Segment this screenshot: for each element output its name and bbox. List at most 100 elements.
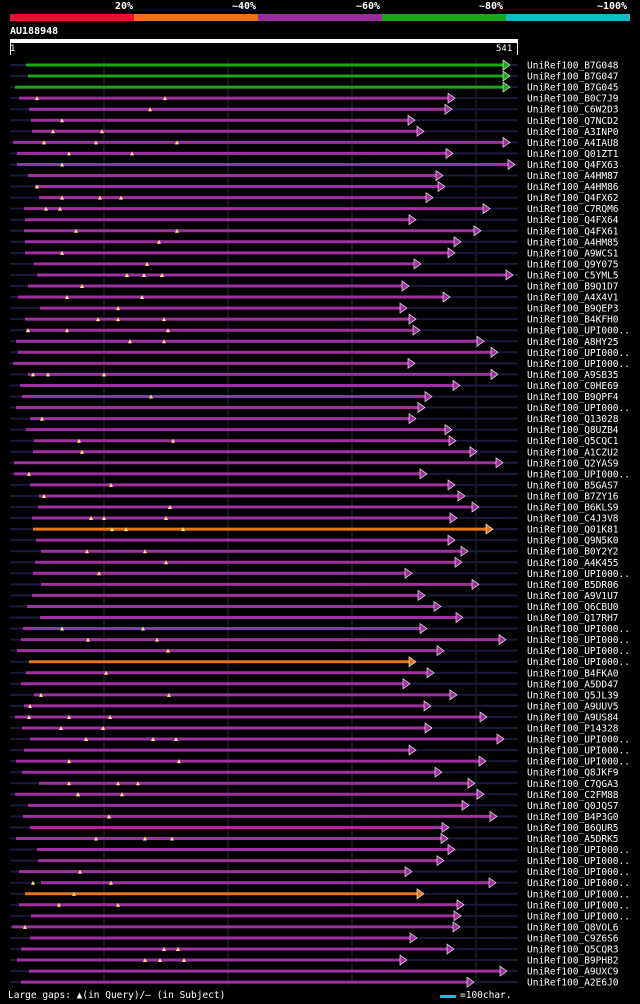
hit-row[interactable]: UniRef100_B0C7J9	[10, 92, 619, 105]
hit-row[interactable]: UniRef100_Q4FX62	[10, 192, 619, 205]
hit-name[interactable]: UniRef100_A4HM86	[527, 182, 619, 193]
hit-row[interactable]: UniRef100_A9WCS1	[10, 247, 619, 260]
hit-name[interactable]: UniRef100_UPI000..	[527, 469, 630, 480]
hit-row[interactable]: UniRef100_Q5CQC1	[10, 435, 619, 448]
hit-name[interactable]: UniRef100_UPI000..	[527, 878, 630, 889]
hit-row[interactable]: UniRef100_Q2YAS9	[10, 457, 619, 470]
hit-row[interactable]: UniRef100_A9UUV5	[10, 700, 619, 713]
hit-name[interactable]: UniRef100_Q0JQS7	[527, 801, 619, 812]
hit-row[interactable]: UniRef100_UPI000..	[10, 656, 630, 669]
hit-name[interactable]: UniRef100_A9UUV5	[527, 701, 619, 712]
hit-name[interactable]: UniRef100_C4J3V8	[527, 514, 619, 525]
hit-name[interactable]: UniRef100_A4IAU8	[527, 138, 619, 149]
hit-row[interactable]: UniRef100_A4HM86	[10, 180, 619, 194]
hit-name[interactable]: UniRef100_Q01K81	[527, 525, 619, 536]
hit-name[interactable]: UniRef100_UPI000..	[527, 646, 630, 657]
hit-name[interactable]: UniRef100_A2E6J0	[527, 978, 619, 989]
hit-row[interactable]: UniRef100_Q4FX63	[10, 158, 619, 171]
hit-row[interactable]: UniRef100_A8HY25	[10, 335, 619, 348]
hit-row[interactable]: UniRef100_B4FKA0	[10, 667, 619, 680]
hit-row[interactable]: UniRef100_C0HE69	[10, 379, 619, 392]
hit-name[interactable]: UniRef100_B7ZY16	[527, 491, 619, 502]
hit-row[interactable]: UniRef100_UPI000..	[10, 346, 630, 359]
hit-row[interactable]: UniRef100_B6KLS9	[10, 501, 619, 514]
hit-row[interactable]: UniRef100_Q01ZT1	[10, 147, 619, 160]
hit-name[interactable]: UniRef100_C7QGA3	[527, 779, 619, 790]
hit-row[interactable]: UniRef100_A4HM87	[10, 169, 619, 183]
hit-name[interactable]: UniRef100_B0Y2Y2	[527, 547, 619, 558]
hit-name[interactable]: UniRef100_B6QUR5	[527, 823, 619, 834]
hit-name[interactable]: UniRef100_UPI000..	[527, 635, 630, 646]
hit-name[interactable]: UniRef100_Q9Y075	[527, 259, 619, 270]
hit-name[interactable]: UniRef100_Q17RH7	[527, 613, 619, 624]
hit-name[interactable]: UniRef100_Q6CBU0	[527, 602, 619, 613]
hit-row[interactable]: UniRef100_Q4FX61	[10, 225, 619, 238]
hit-row[interactable]: UniRef100_B7ZY16	[10, 490, 619, 503]
hit-row[interactable]: UniRef100_UPI000..	[10, 357, 630, 370]
hit-name[interactable]: UniRef100_B9QPF4	[527, 392, 619, 403]
hit-name[interactable]: UniRef100_A9WCS1	[527, 248, 619, 259]
hit-name[interactable]: UniRef100_A9SB35	[527, 370, 619, 381]
hit-name[interactable]: UniRef100_A3INP0	[527, 127, 619, 138]
hit-name[interactable]: UniRef100_A5DD47	[527, 679, 619, 690]
hit-row[interactable]: UniRef100_Q8UZB4	[10, 424, 619, 437]
hit-name[interactable]: UniRef100_C0HE69	[527, 381, 619, 392]
hit-row[interactable]: UniRef100_B0Y2Y2	[10, 545, 619, 558]
hit-row[interactable]: UniRef100_UPI000..	[10, 888, 630, 901]
hit-row[interactable]: UniRef100_Q17RH7	[10, 611, 619, 625]
hit-name[interactable]: UniRef100_Q4FX61	[527, 226, 619, 237]
hit-row[interactable]: UniRef100_Q7NCD2	[10, 114, 619, 127]
hit-row[interactable]: UniRef100_A1CZU2	[10, 446, 619, 459]
hit-row[interactable]: UniRef100_B5DR06	[10, 578, 619, 591]
hit-name[interactable]: UniRef100_UPI000..	[527, 856, 630, 867]
hit-row[interactable]: UniRef100_Q01K81	[10, 523, 619, 536]
hit-name[interactable]: UniRef100_UPI000..	[527, 889, 630, 900]
hit-row[interactable]: UniRef100_Q9Y075	[10, 258, 619, 271]
hit-name[interactable]: UniRef100_B4KFH0	[527, 315, 619, 326]
hit-name[interactable]: UniRef100_Q4FX63	[527, 160, 619, 171]
hit-name[interactable]: UniRef100_A9V1U7	[527, 591, 619, 602]
hit-row[interactable]: UniRef100_A2E6J0	[10, 976, 619, 989]
hit-name[interactable]: UniRef100_UPI000..	[527, 900, 630, 911]
hit-name[interactable]: UniRef100_UPI000..	[527, 845, 630, 856]
hit-row[interactable]: UniRef100_C5YML5	[10, 269, 619, 282]
hit-row[interactable]: UniRef100_A5DRK5	[10, 832, 619, 846]
hit-row[interactable]: UniRef100_Q13028	[10, 413, 619, 426]
hit-name[interactable]: UniRef100_A9UXC9	[527, 967, 619, 978]
hit-name[interactable]: UniRef100_UPI000..	[527, 569, 630, 580]
hit-row[interactable]: UniRef100_A9SB35	[10, 368, 619, 381]
hit-row[interactable]: UniRef100_UPI000..	[10, 899, 630, 912]
hit-name[interactable]: UniRef100_Q5CQR3	[527, 945, 619, 956]
hit-name[interactable]: UniRef100_UPI000..	[527, 326, 630, 337]
hit-name[interactable]: UniRef100_A4HM87	[527, 171, 619, 182]
hit-name[interactable]: UniRef100_Q5CQC1	[527, 436, 619, 447]
hit-row[interactable]: UniRef100_UPI000..	[10, 744, 630, 757]
hit-row[interactable]: UniRef100_A5DD47	[10, 678, 619, 691]
hit-name[interactable]: UniRef100_Q9N5K0	[527, 536, 619, 547]
hit-name[interactable]: UniRef100_UPI000..	[527, 746, 630, 757]
hit-name[interactable]: UniRef100_A5DRK5	[527, 834, 619, 845]
hit-row[interactable]: UniRef100_Q5JL39	[10, 689, 619, 702]
hit-name[interactable]: UniRef100_UPI000..	[527, 735, 630, 746]
hit-row[interactable]: UniRef100_Q5CQR3	[10, 943, 619, 956]
hit-row[interactable]: UniRef100_UPI000..	[10, 843, 630, 857]
hit-name[interactable]: UniRef100_A4K455	[527, 558, 619, 569]
hit-row[interactable]: UniRef100_Q9N5K0	[10, 534, 619, 547]
hit-row[interactable]: UniRef100_B9PHB2	[10, 954, 619, 967]
hit-row[interactable]: UniRef100_C2FM88	[10, 788, 619, 801]
hit-name[interactable]: UniRef100_B7G047	[527, 72, 619, 83]
hit-name[interactable]: UniRef100_A4HM85	[527, 237, 619, 248]
hit-name[interactable]: UniRef100_B9QEP3	[527, 304, 619, 315]
hit-row[interactable]: UniRef100_B9QPF4	[10, 390, 619, 404]
hit-row[interactable]: UniRef100_UPI000..	[10, 324, 630, 337]
hit-row[interactable]: UniRef100_Q8VOL6	[10, 921, 619, 934]
hit-row[interactable]: UniRef100_UPI000..	[10, 567, 630, 580]
hit-row[interactable]: UniRef100_A9US84	[10, 711, 619, 724]
hit-name[interactable]: UniRef100_B6KLS9	[527, 503, 619, 514]
hit-row[interactable]: UniRef100_C9Z6S6	[10, 932, 619, 945]
hit-row[interactable]: UniRef100_A9UXC9	[10, 965, 619, 978]
hit-name[interactable]: UniRef100_B5GAS7	[527, 480, 619, 491]
hit-row[interactable]: UniRef100_C7QGA3	[10, 777, 619, 790]
hit-row[interactable]: UniRef100_B7G048	[10, 59, 619, 72]
hit-name[interactable]: UniRef100_UPI000..	[527, 624, 630, 635]
